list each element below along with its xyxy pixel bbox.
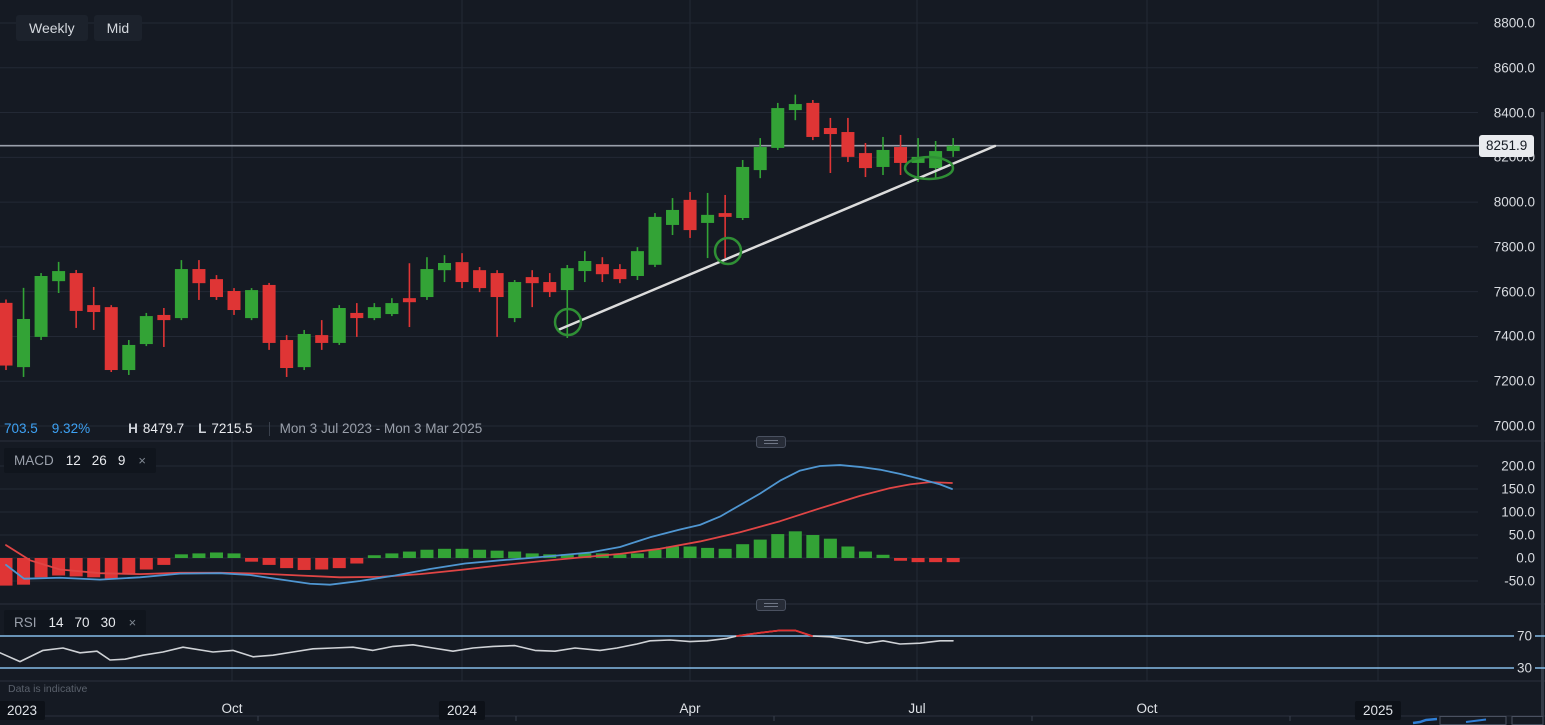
macd-close-icon[interactable]: ×	[138, 453, 146, 468]
data-indicative-note: Data is indicative	[8, 683, 88, 695]
time-axis-year-label: 2025	[1354, 701, 1402, 720]
time-axis-year-label: 2024	[438, 701, 486, 720]
macd-param-fast: 12	[65, 453, 81, 468]
macd-axis-tick: -50.0	[1504, 573, 1535, 589]
price-axis-tick: 7000.0	[1493, 418, 1535, 434]
rsi-close-icon[interactable]: ×	[128, 615, 137, 630]
price-axis-tick: 8800.0	[1493, 15, 1535, 31]
time-axis-month-label: Jul	[908, 701, 926, 716]
macd-label: MACD	[14, 453, 54, 468]
price-axis-tick: 7400.0	[1493, 328, 1535, 344]
low-label: L	[198, 421, 207, 436]
rsi-param-period: 14	[48, 615, 64, 630]
time-axis-month-label: Oct	[221, 701, 243, 716]
price-axis-tick: 7600.0	[1493, 284, 1535, 300]
price-axis-tick: 7200.0	[1493, 373, 1535, 389]
timeframe-button[interactable]: Weekly	[16, 15, 88, 41]
high-label: H	[128, 421, 138, 436]
date-range: Mon 3 Jul 2023 - Mon 3 Mar 2025	[279, 421, 483, 436]
macd-axis-tick: 200.0	[1501, 458, 1535, 474]
price-axis-tick: 8000.0	[1493, 194, 1535, 210]
time-axis-month-label: Apr	[679, 701, 701, 716]
change-value: 703.5	[4, 421, 38, 436]
high-value: 8479.7	[142, 421, 185, 436]
price-axis-tick: 7800.0	[1493, 239, 1535, 255]
macd-axis-tick: 50.0	[1508, 527, 1535, 543]
chart-toolbar: Weekly Mid	[16, 15, 143, 41]
time-axis-year-label: 2023	[0, 701, 46, 720]
macd-axis-tick: 100.0	[1501, 504, 1535, 520]
rsi-param-oversold: 30	[100, 615, 116, 630]
macd-panel-resize-handle[interactable]	[756, 436, 786, 448]
rsi-axis-tick: 70	[1513, 628, 1535, 644]
rsi-param-overbought: 70	[74, 615, 90, 630]
change-percent: 9.32%	[51, 421, 91, 436]
rsi-indicator-pill[interactable]: RSI 14 70 30 ×	[4, 610, 147, 635]
stats-divider	[268, 421, 270, 436]
macd-axis-tick: 150.0	[1501, 481, 1535, 497]
macd-param-slow: 26	[91, 453, 107, 468]
low-value: 7215.5	[211, 421, 253, 436]
macd-indicator-pill[interactable]: MACD 12 26 9 ×	[4, 448, 156, 473]
price-stats-row: 703.5 9.32% H 8479.7 L 7215.5 Mon 3 Jul …	[4, 421, 482, 436]
macd-param-signal: 9	[117, 453, 126, 468]
price-axis-tick: 8400.0	[1493, 105, 1535, 121]
time-axis-month-label: Oct	[1136, 701, 1158, 716]
current-price-label: 8251.9	[1479, 135, 1535, 157]
rsi-panel-resize-handle[interactable]	[756, 599, 786, 611]
macd-axis-tick: 0.0	[1516, 550, 1535, 566]
price-axis-tick: 8600.0	[1493, 60, 1535, 76]
price-type-button[interactable]: Mid	[93, 15, 143, 41]
rsi-label: RSI	[14, 615, 37, 630]
rsi-axis-tick: 30	[1513, 660, 1535, 676]
